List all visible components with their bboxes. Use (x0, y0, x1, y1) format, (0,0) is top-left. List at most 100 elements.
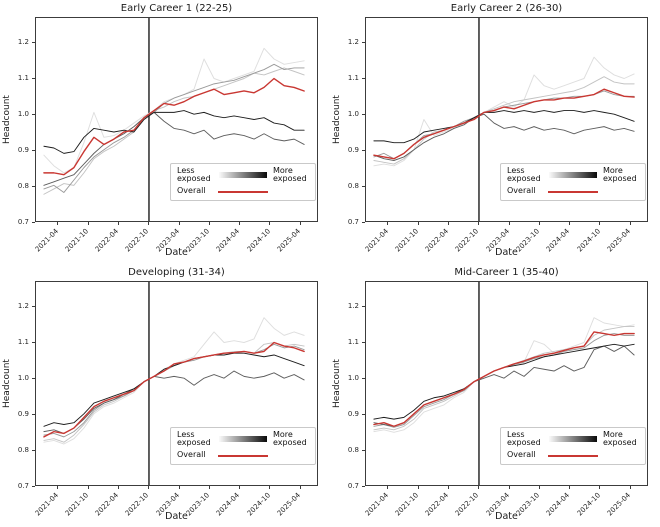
x-tick-mark (208, 486, 210, 489)
x-tick-mark (57, 222, 59, 225)
x-tick-mark (239, 222, 241, 225)
legend: Less exposed More exposed Overall (500, 426, 646, 465)
series-line-q4 (43, 111, 305, 186)
chart-title: Mid-Career 1 (35-40) (454, 267, 559, 278)
legend: Less exposed More exposed Overall (170, 426, 316, 465)
legend: Less exposed More exposed Overall (500, 162, 646, 201)
exposure-gradient-swatch (549, 436, 597, 443)
x-tick-mark (538, 222, 540, 225)
legend-less-exposed-label: Less exposed (507, 165, 541, 184)
legend: Less exposed More exposed Overall (170, 162, 316, 201)
y-tick-mark (362, 149, 365, 151)
y-tick-mark (32, 77, 35, 79)
chart-title: Developing (31-34) (128, 267, 225, 278)
y-tick-mark (362, 113, 365, 115)
y-axis-label: Headcount (332, 95, 342, 144)
y-tick-label: 1.1 (347, 74, 359, 83)
exposure-gradient-swatch (219, 436, 267, 443)
y-tick-label: 0.8 (347, 446, 359, 455)
y-tick-mark (32, 341, 35, 343)
y-tick-label: 1.2 (17, 302, 29, 311)
line-chart-canvas (43, 282, 305, 485)
series-line-overall (373, 88, 635, 160)
plot-area: Less exposed More exposed Overall (365, 17, 648, 222)
legend-overall-label: Overall (507, 186, 536, 196)
x-axis-label: Date (165, 247, 188, 258)
exposure-gradient-swatch (549, 172, 597, 179)
y-axis-label: Headcount (2, 95, 12, 144)
series-line-overall (43, 341, 305, 438)
y-tick-mark (32, 413, 35, 415)
subplot-early-career-2: Early Career 2 (26-30) Headcount Less ex… (330, 0, 660, 264)
y-axis-label: Headcount (332, 359, 342, 408)
x-tick-mark (629, 222, 631, 225)
x-tick-mark (148, 222, 150, 225)
series-line-overall (43, 77, 305, 176)
x-tick-mark (299, 486, 301, 489)
series-line-q3 (373, 90, 635, 160)
x-tick-mark (569, 222, 571, 225)
plot-area: Less exposed More exposed Overall (35, 281, 318, 486)
x-tick-mark (269, 486, 271, 489)
x-tick-mark (208, 222, 210, 225)
x-tick-mark (57, 486, 59, 489)
subplot-early-career-1: Early Career 1 (22-25) Headcount Less ex… (0, 0, 330, 264)
overall-line-swatch (218, 454, 268, 457)
series-line-q5-most-exposed (373, 343, 635, 420)
y-tick-label: 0.7 (17, 482, 29, 490)
y-tick-label: 0.9 (347, 146, 359, 155)
y-tick-mark (362, 341, 365, 343)
x-tick-mark (387, 222, 389, 225)
series-line-q5-most-exposed (43, 110, 305, 154)
legend-overall-label: Overall (507, 450, 536, 460)
series-line-q5-most-exposed (373, 110, 635, 144)
y-tick-label: 1.1 (17, 74, 29, 83)
y-tick-label: 1.1 (347, 338, 359, 347)
chart-title: Early Career 2 (26-30) (450, 3, 563, 14)
subplot-developing: Developing (31-34) Headcount Less expose… (0, 264, 330, 527)
y-tick-label: 1.2 (347, 302, 359, 311)
series-line-q2 (373, 76, 635, 165)
y-tick-mark (32, 185, 35, 187)
x-tick-mark (478, 222, 480, 225)
y-tick-mark (32, 485, 35, 487)
y-tick-label: 0.9 (17, 410, 29, 419)
y-tick-mark (362, 77, 365, 79)
x-tick-mark (117, 222, 119, 225)
y-tick-mark (32, 305, 35, 307)
series-line-q4 (373, 113, 635, 161)
line-chart-canvas (43, 18, 305, 221)
y-tick-mark (32, 377, 35, 379)
y-tick-label: 1.1 (17, 338, 29, 347)
legend-overall-label: Overall (177, 450, 206, 460)
x-tick-mark (239, 486, 241, 489)
y-tick-label: 0.7 (17, 218, 29, 226)
y-tick-mark (362, 185, 365, 187)
x-tick-mark (87, 486, 89, 489)
y-tick-label: 0.7 (347, 218, 359, 226)
x-tick-mark (417, 486, 419, 489)
x-tick-mark (299, 222, 301, 225)
y-tick-label: 1.0 (347, 110, 359, 119)
y-tick-label: 1.0 (347, 374, 359, 383)
y-tick-mark (362, 305, 365, 307)
legend-more-exposed-label: More exposed (603, 429, 637, 448)
x-tick-mark (508, 486, 510, 489)
y-tick-label: 0.8 (347, 182, 359, 191)
series-line-q5-most-exposed (43, 352, 305, 427)
legend-less-exposed-label: Less exposed (177, 165, 211, 184)
series-line-q4 (43, 370, 305, 434)
y-tick-mark (362, 221, 365, 223)
x-tick-mark (599, 222, 601, 225)
y-tick-mark (32, 449, 35, 451)
y-tick-mark (362, 485, 365, 487)
y-tick-mark (362, 41, 365, 43)
legend-overall-label: Overall (177, 186, 206, 196)
x-tick-mark (87, 222, 89, 225)
x-tick-mark (569, 486, 571, 489)
x-tick-mark (148, 486, 150, 489)
y-tick-label: 0.8 (17, 446, 29, 455)
chart-title: Early Career 1 (22-25) (120, 3, 233, 14)
legend-more-exposed-label: More exposed (273, 429, 307, 448)
